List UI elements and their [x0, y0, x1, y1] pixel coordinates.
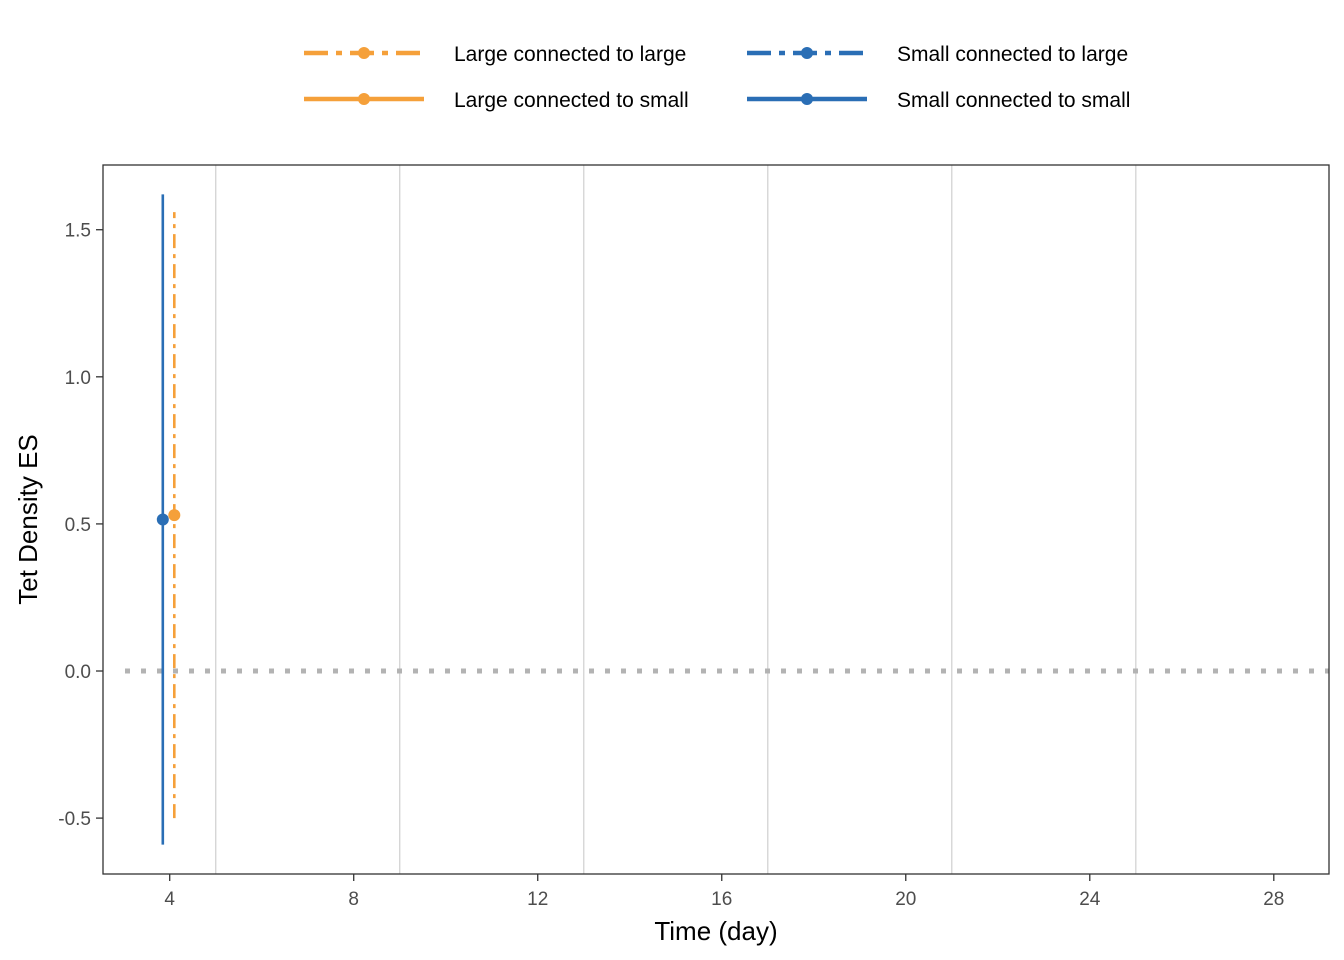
- legend: Large connected to large Large connected …: [304, 43, 1130, 112]
- y-axis-title: Tet Density ES: [13, 434, 43, 605]
- legend-label: Small connected to large: [897, 43, 1128, 66]
- x-tick-label: 16: [711, 889, 732, 910]
- legend-label: Large connected to small: [454, 89, 689, 112]
- legend-key-point: [801, 47, 813, 59]
- x-tick-label: 4: [164, 889, 175, 910]
- x-tick-label: 20: [895, 889, 916, 910]
- x-tick-label: 12: [527, 889, 548, 910]
- data-point: [168, 509, 181, 522]
- x-axis-title: Time (day): [654, 916, 777, 946]
- x-tick-label: 24: [1079, 889, 1101, 910]
- x-tick-label: 8: [348, 889, 359, 910]
- x-tick-label: 28: [1263, 889, 1284, 910]
- data-marks: [156, 194, 181, 845]
- y-tick-label: 1.0: [65, 368, 91, 389]
- y-axis: -0.5 0.0 0.5 1.0 1.5: [58, 221, 103, 830]
- y-tick-label: 1.5: [65, 221, 91, 242]
- x-axis: 4 8 12 16 20 24 28: [164, 874, 1284, 910]
- legend-key-point: [358, 47, 370, 59]
- legend-label: Small connected to small: [897, 89, 1130, 112]
- y-tick-label: 0.0: [65, 662, 91, 683]
- y-tick-label: 0.5: [65, 515, 91, 536]
- y-tick-label: -0.5: [58, 809, 91, 830]
- legend-label: Large connected to large: [454, 43, 686, 66]
- grid: [215, 165, 1137, 874]
- data-point: [156, 513, 169, 526]
- panel-border: [102, 164, 1330, 875]
- legend-key-point: [801, 93, 813, 105]
- legend-key-point: [358, 93, 370, 105]
